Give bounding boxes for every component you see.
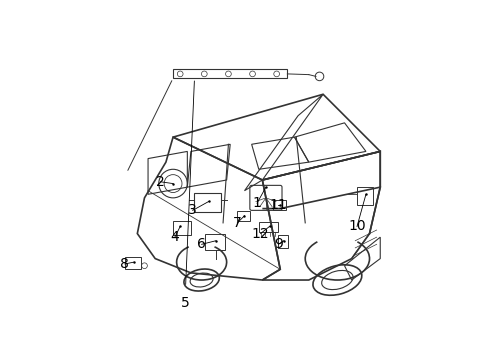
Bar — [272, 201, 285, 210]
Text: 6: 6 — [197, 237, 205, 251]
Bar — [278, 235, 288, 248]
Text: 2: 2 — [156, 175, 164, 189]
Text: 7: 7 — [232, 216, 241, 230]
Bar — [173, 69, 287, 78]
Text: 8: 8 — [120, 257, 129, 271]
Bar — [258, 222, 278, 232]
Text: 9: 9 — [273, 237, 282, 251]
Text: 12: 12 — [251, 226, 269, 240]
Bar — [237, 211, 249, 221]
Bar — [173, 221, 190, 235]
Bar — [124, 257, 141, 269]
Text: 3: 3 — [188, 203, 197, 217]
Text: 11: 11 — [269, 198, 287, 212]
Text: 5: 5 — [181, 296, 189, 310]
Text: 1: 1 — [252, 196, 261, 210]
Bar — [205, 234, 224, 249]
Text: 10: 10 — [347, 220, 365, 233]
Bar — [356, 187, 372, 205]
Bar — [194, 193, 221, 212]
Text: 4: 4 — [170, 230, 179, 244]
